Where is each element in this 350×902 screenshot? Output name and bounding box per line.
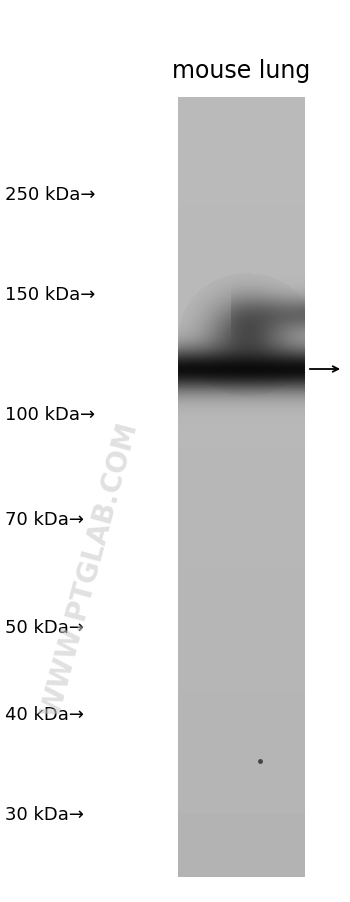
Text: 70 kDa→: 70 kDa→: [5, 511, 84, 529]
Text: 30 kDa→: 30 kDa→: [5, 805, 84, 824]
Text: 50 kDa→: 50 kDa→: [5, 618, 84, 636]
Text: 40 kDa→: 40 kDa→: [5, 705, 84, 723]
Text: 150 kDa→: 150 kDa→: [5, 286, 95, 304]
Text: mouse lung: mouse lung: [172, 59, 311, 83]
Text: WWW.PTGLAB.COM: WWW.PTGLAB.COM: [37, 419, 143, 720]
Text: 250 kDa→: 250 kDa→: [5, 186, 96, 204]
Text: 100 kDa→: 100 kDa→: [5, 406, 95, 424]
